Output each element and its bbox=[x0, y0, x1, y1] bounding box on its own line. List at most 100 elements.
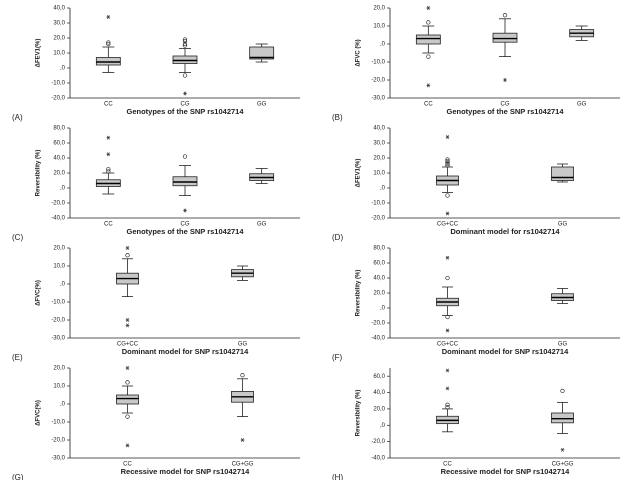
x-tick-label: CC bbox=[424, 102, 433, 108]
y-tick-label: ,0 bbox=[380, 306, 386, 312]
x-tick-label: CC bbox=[104, 222, 113, 228]
y-tick-label: -20,0 bbox=[51, 438, 65, 444]
x-tick-label: CG bbox=[501, 102, 510, 108]
panel-label: (D) bbox=[332, 233, 343, 242]
y-tick-label: 30,0 bbox=[373, 141, 385, 147]
outlier bbox=[445, 157, 450, 162]
y-tick-label: -30,0 bbox=[51, 456, 65, 462]
y-tick-label: -10,0 bbox=[371, 60, 385, 66]
extreme bbox=[183, 208, 187, 213]
x-tick-label: CG bbox=[181, 222, 190, 228]
x-tick-label: GG bbox=[577, 102, 587, 108]
y-tick-label: ,0 bbox=[380, 42, 386, 48]
y-tick-label: -20,0 bbox=[51, 96, 65, 102]
panel-label: (F) bbox=[332, 353, 343, 362]
y-tick-label: ,0 bbox=[60, 66, 66, 72]
outlier bbox=[445, 314, 450, 320]
extreme bbox=[106, 135, 111, 140]
y-tick-label: -10,0 bbox=[371, 201, 385, 207]
box bbox=[249, 46, 275, 60]
y-tick-label: 60,0 bbox=[373, 261, 385, 267]
y-tick-label: 40,0 bbox=[53, 156, 65, 162]
outlier bbox=[445, 193, 450, 198]
outlier bbox=[445, 402, 450, 407]
x-tick-label: GG bbox=[257, 222, 267, 228]
x-tick-label: CG+GG bbox=[232, 462, 254, 468]
outlier bbox=[125, 380, 130, 385]
x-tick-label: CG+GG bbox=[552, 462, 574, 468]
outlier bbox=[182, 43, 188, 48]
x-tick-label: GG bbox=[558, 342, 568, 348]
outlier bbox=[182, 41, 188, 47]
extreme bbox=[125, 318, 130, 322]
x-tick-label: CC bbox=[104, 102, 113, 108]
y-tick-label: 10,0 bbox=[373, 24, 385, 30]
extreme bbox=[445, 211, 450, 216]
outlier bbox=[560, 388, 565, 394]
box bbox=[172, 55, 198, 64]
y-tick-label: 10,0 bbox=[53, 384, 65, 390]
outlier bbox=[445, 160, 450, 165]
y-tick-label: 60,0 bbox=[53, 141, 65, 147]
y-tick-label: 30,0 bbox=[53, 21, 65, 27]
y-tick-label: 20,0 bbox=[373, 406, 385, 412]
x-axis-label: Dominant model for SNP rs1042714 bbox=[442, 347, 569, 356]
panel-label: (H) bbox=[332, 473, 343, 480]
y-tick-label: 10,0 bbox=[373, 171, 385, 177]
y-tick-label: 40,0 bbox=[373, 276, 385, 282]
box bbox=[492, 32, 518, 43]
extreme bbox=[426, 6, 431, 10]
x-tick-label: CC bbox=[123, 462, 132, 468]
extreme bbox=[445, 255, 450, 260]
x-tick-label: CG+CC bbox=[437, 222, 459, 228]
outlier bbox=[240, 373, 245, 378]
extreme bbox=[445, 386, 450, 391]
outlier bbox=[445, 161, 450, 167]
outlier bbox=[445, 158, 450, 164]
box bbox=[116, 394, 139, 405]
y-tick-label: 20,0 bbox=[53, 366, 65, 372]
box bbox=[415, 34, 441, 45]
outlier bbox=[445, 275, 450, 281]
outlier bbox=[502, 13, 508, 18]
x-axis-label: Genotypes of the SNP rs1042714 bbox=[127, 227, 245, 236]
box bbox=[95, 57, 121, 66]
y-tick-label: -40,0 bbox=[371, 456, 385, 462]
y-tick-label: -30,0 bbox=[51, 336, 65, 342]
panel-label: (A) bbox=[12, 113, 23, 122]
outlier bbox=[182, 37, 188, 42]
y-tick-label: 10,0 bbox=[53, 51, 65, 57]
x-tick-label: GG bbox=[257, 102, 267, 108]
extreme bbox=[125, 246, 130, 250]
outlier bbox=[106, 41, 111, 47]
box bbox=[172, 176, 198, 187]
extreme bbox=[445, 328, 450, 333]
y-axis-label: Reversibility (%) bbox=[356, 270, 362, 317]
x-axis-label: Genotypes of the SNP rs1042714 bbox=[447, 107, 565, 116]
y-axis-label: ΔFEV1(%) bbox=[356, 159, 362, 188]
outlier bbox=[125, 414, 130, 419]
x-tick-label: CG+CC bbox=[437, 342, 459, 348]
y-tick-label: 80,0 bbox=[373, 246, 385, 252]
y-tick-label: 60,0 bbox=[373, 374, 385, 380]
panel-label: (B) bbox=[332, 113, 343, 122]
y-tick-label: ,0 bbox=[60, 402, 66, 408]
x-tick-label: GG bbox=[558, 222, 568, 228]
y-tick-label: 20,0 bbox=[53, 246, 65, 252]
panel-label: (C) bbox=[12, 233, 23, 242]
y-tick-label: 20,0 bbox=[373, 156, 385, 162]
extreme bbox=[445, 368, 450, 373]
x-axis-label: Genotypes of the SNP rs1042714 bbox=[127, 107, 245, 116]
extreme bbox=[125, 443, 130, 448]
y-tick-label: -20,0 bbox=[51, 201, 65, 207]
y-axis-label: ΔFVC(%) bbox=[36, 280, 42, 306]
y-tick-label: 40,0 bbox=[373, 390, 385, 396]
x-axis-label: Dominant model for SNP rs1042714 bbox=[122, 347, 249, 356]
y-tick-label: -20,0 bbox=[51, 318, 65, 324]
extreme bbox=[426, 83, 431, 88]
x-tick-label: CG+CC bbox=[117, 342, 139, 348]
panel-label: (E) bbox=[12, 353, 23, 362]
y-tick-label: -10,0 bbox=[51, 420, 65, 426]
y-tick-label: -30,0 bbox=[371, 96, 385, 102]
